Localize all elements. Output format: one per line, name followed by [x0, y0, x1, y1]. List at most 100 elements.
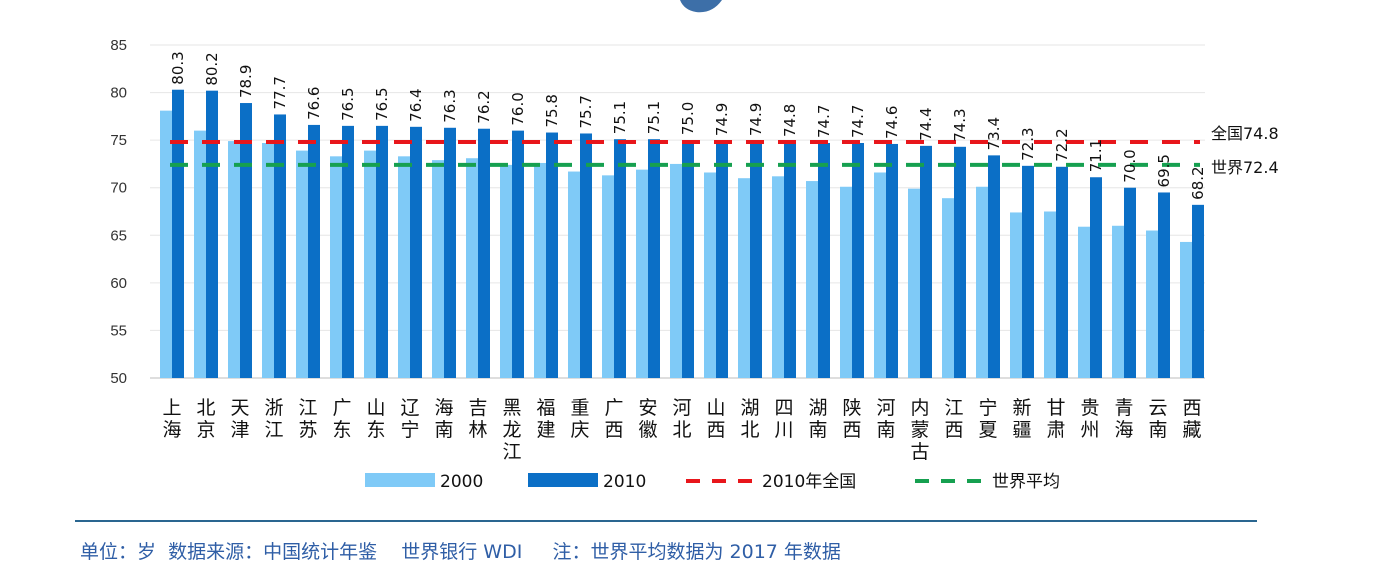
category-label: 山西 — [706, 397, 725, 441]
value-label-2010: 72.3 — [1019, 127, 1037, 160]
bar-2000 — [772, 176, 785, 378]
bar-2000 — [364, 150, 377, 378]
category-label: 青海 — [1114, 397, 1133, 441]
category-label: 天津 — [230, 397, 249, 441]
reference-line-label: 世界72.4 — [1211, 158, 1279, 177]
category-label: 浙江 — [264, 397, 283, 441]
bar-2000 — [874, 172, 887, 378]
bar-2010 — [954, 146, 966, 378]
category-label: 重庆 — [570, 397, 589, 441]
value-label-2010: 74.9 — [747, 103, 765, 136]
value-label-2010: 70.0 — [1121, 149, 1139, 182]
bar-2000 — [228, 141, 241, 378]
category-label: 吉林 — [468, 397, 487, 441]
bar-2010 — [172, 89, 184, 379]
category-label: 黑龙江 — [502, 397, 521, 463]
value-label-2010: 75.8 — [543, 94, 561, 127]
category-label: 四川 — [774, 397, 793, 441]
category-label: 河南 — [876, 397, 895, 441]
category-label: 广西 — [604, 397, 623, 441]
category-label: 江苏 — [298, 397, 317, 441]
bar-2010 — [376, 125, 388, 378]
bar-2010 — [682, 140, 694, 378]
category-label: 云南 — [1148, 397, 1167, 441]
category-label: 湖南 — [808, 397, 827, 441]
bar-2000 — [670, 163, 683, 378]
category-label: 甘肃 — [1046, 397, 1065, 441]
decorative-blob — [680, 0, 722, 13]
value-label-2010: 74.9 — [713, 103, 731, 136]
bar-2000 — [330, 156, 343, 378]
value-label-2010: 75.1 — [645, 101, 663, 134]
value-label-2010: 75.0 — [679, 102, 697, 135]
bar-2010 — [886, 143, 898, 378]
bar-2010 — [614, 139, 626, 378]
category-label: 湖北 — [740, 397, 759, 441]
bar-2010 — [308, 124, 320, 378]
bar-2010 — [478, 128, 490, 378]
legend-swatch-2000 — [365, 473, 435, 487]
y-tick-label: 85 — [110, 37, 127, 54]
bar-2000 — [602, 175, 615, 378]
value-label-2010: 76.2 — [475, 90, 493, 123]
y-tick-label: 70 — [110, 180, 127, 197]
bar-2010 — [546, 132, 558, 378]
y-tick-label: 55 — [110, 322, 127, 339]
bar-2010 — [342, 125, 354, 378]
category-label: 海南 — [434, 397, 453, 441]
bar-2010 — [648, 139, 660, 378]
category-label: 内蒙古 — [910, 397, 929, 463]
value-label-2010: 72.2 — [1053, 128, 1071, 161]
bar-2000 — [806, 181, 819, 378]
value-label-2010: 74.8 — [781, 104, 799, 137]
value-label-2010: 74.7 — [849, 105, 867, 138]
bar-2000 — [1078, 226, 1091, 378]
bar-2000 — [500, 164, 513, 378]
legend-swatch-2010 — [528, 473, 598, 487]
category-label: 陕西 — [842, 397, 861, 441]
bar-2000 — [840, 186, 853, 378]
category-label: 北京 — [196, 397, 215, 441]
bar-2010 — [1124, 187, 1136, 378]
value-label-2010: 80.2 — [203, 52, 221, 85]
bar-2010 — [818, 142, 830, 378]
bar-2000 — [636, 169, 649, 378]
category-label: 安徽 — [638, 397, 657, 441]
bar-2010 — [444, 127, 456, 378]
value-label-2010: 68.2 — [1189, 166, 1207, 199]
bar-2000 — [704, 172, 717, 378]
value-label-2010: 76.3 — [441, 89, 459, 122]
value-label-2010: 71.1 — [1087, 139, 1105, 172]
bar-2000 — [1044, 211, 1057, 378]
category-label: 山东 — [366, 397, 385, 441]
bar-2000 — [534, 162, 547, 378]
bar-2010 — [206, 90, 218, 378]
bar-2010 — [1158, 192, 1170, 378]
legend-label-2000: 2000 — [440, 472, 483, 492]
category-label: 西藏 — [1182, 397, 1201, 441]
category-label: 福建 — [536, 397, 555, 441]
value-label-2010: 80.3 — [169, 51, 187, 84]
category-label: 江西 — [944, 397, 963, 441]
y-tick-label: 65 — [110, 227, 127, 244]
y-tick-label: 50 — [110, 370, 127, 387]
bar-2000 — [1112, 225, 1125, 378]
category-label: 宁夏 — [978, 397, 997, 441]
bar-2010 — [512, 130, 524, 378]
bar-2010 — [580, 133, 592, 378]
bar-2010 — [852, 142, 864, 378]
y-tick-label: 60 — [110, 275, 127, 292]
bar-2010 — [1192, 204, 1204, 378]
bar-2010 — [240, 103, 252, 378]
value-label-2010: 75.1 — [611, 101, 629, 134]
bar-2000 — [738, 178, 751, 378]
value-label-2010: 74.4 — [917, 107, 935, 140]
category-label: 辽宁 — [400, 397, 419, 441]
value-label-2010: 76.0 — [509, 92, 527, 125]
footer-note: 单位：岁 数据来源：中国统计年鉴 世界银行 WDI 注：世界平均数据为 2017… — [80, 541, 841, 563]
bar-2000 — [466, 158, 479, 378]
bar-2010 — [784, 142, 796, 378]
bar-2000 — [398, 156, 411, 378]
y-tick-label: 75 — [110, 132, 127, 149]
